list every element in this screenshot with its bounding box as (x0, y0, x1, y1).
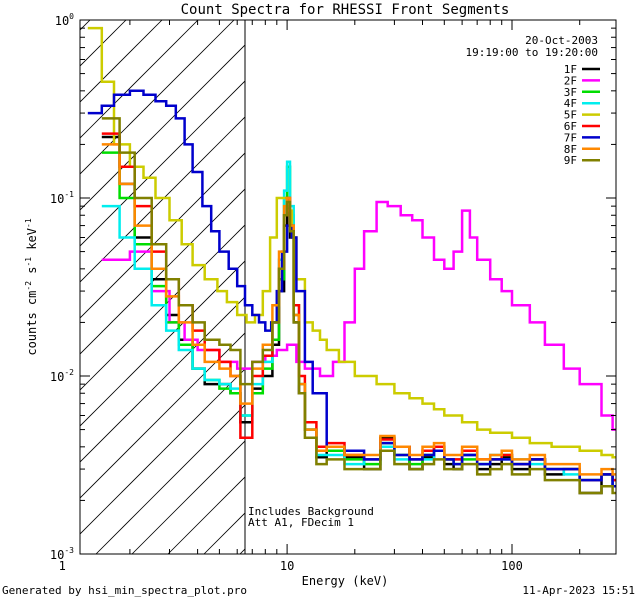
plot-frame (79, 19, 617, 555)
hatch-line (80, 152, 245, 319)
hatch-line (80, 20, 163, 103)
annotation-background: Includes Background (248, 505, 374, 518)
hatch-line (80, 116, 245, 283)
y-axis-label-part2: s (25, 267, 39, 281)
y-tick-label: 10-1 (50, 190, 74, 206)
hatch-line (0, 0, 80, 554)
hatch-line (80, 20, 199, 139)
hatch-line (348, 0, 640, 554)
series-line-9F (101, 117, 616, 495)
attenuator-hatch-region (0, 0, 640, 554)
hatch-line (80, 224, 245, 391)
y-axis-label-part1: counts cm (25, 291, 39, 356)
legend-label-9F: 9F (564, 154, 577, 167)
hatch-line (80, 20, 235, 175)
series-line-2F (101, 200, 616, 431)
y-axis-label: counts cm-2 s-1 keV-1 (24, 218, 39, 355)
legend-label-7F: 7F (564, 131, 577, 144)
x-tick-label: 10 (280, 559, 294, 573)
hatch-line (276, 0, 640, 554)
series-line-8F (101, 143, 616, 476)
legend-label-3F: 3F (564, 86, 577, 99)
observation-date: 20-Oct-2003 (525, 34, 598, 47)
y-axis-label-part3: keV (25, 228, 39, 257)
observation-time-range: 19:19:00 to 19:20:00 (466, 46, 598, 59)
chart-title: Count Spectra for RHESSI Front Segments (181, 2, 510, 18)
legend-label-1F: 1F (564, 63, 577, 76)
hatch-line (80, 188, 245, 355)
footer-timestamp: 11-Apr-2023 15:51 (522, 584, 635, 597)
legend-label-4F: 4F (564, 97, 577, 110)
y-tick-label: 10-2 (50, 368, 74, 384)
y-tick-label: 100 (55, 12, 74, 28)
x-tick-label: 100 (501, 559, 523, 573)
series-line-5F (87, 26, 616, 459)
y-tick-label: 10-3 (50, 546, 74, 562)
annotation-attenuator: Att A1, FDecim 1 (248, 516, 354, 529)
hatch-line (80, 20, 127, 67)
hatch-line (80, 44, 245, 211)
hatch-line (80, 332, 245, 499)
legend-label-8F: 8F (564, 143, 577, 156)
footer-generated-by: Generated by hsi_min_spectra_plot.pro (2, 584, 247, 597)
hatch-line (80, 80, 245, 247)
legend-label-2F: 2F (564, 74, 577, 87)
hatch-line (80, 260, 245, 427)
x-axis-label: Energy (keV) (302, 574, 389, 588)
hatch-line (95, 404, 245, 554)
y-axis-label-exp2: -1 (24, 257, 33, 267)
hatch-line (80, 296, 245, 463)
hatch-line (131, 440, 245, 554)
x-tick-label: 1 (59, 559, 66, 573)
y-axis-label-exp1: -2 (24, 281, 33, 291)
y-axis-label-exp3: -1 (24, 218, 33, 228)
legend-label-5F: 5F (564, 109, 577, 122)
hatch-line (80, 368, 245, 535)
legend-label-6F: 6F (564, 120, 577, 133)
